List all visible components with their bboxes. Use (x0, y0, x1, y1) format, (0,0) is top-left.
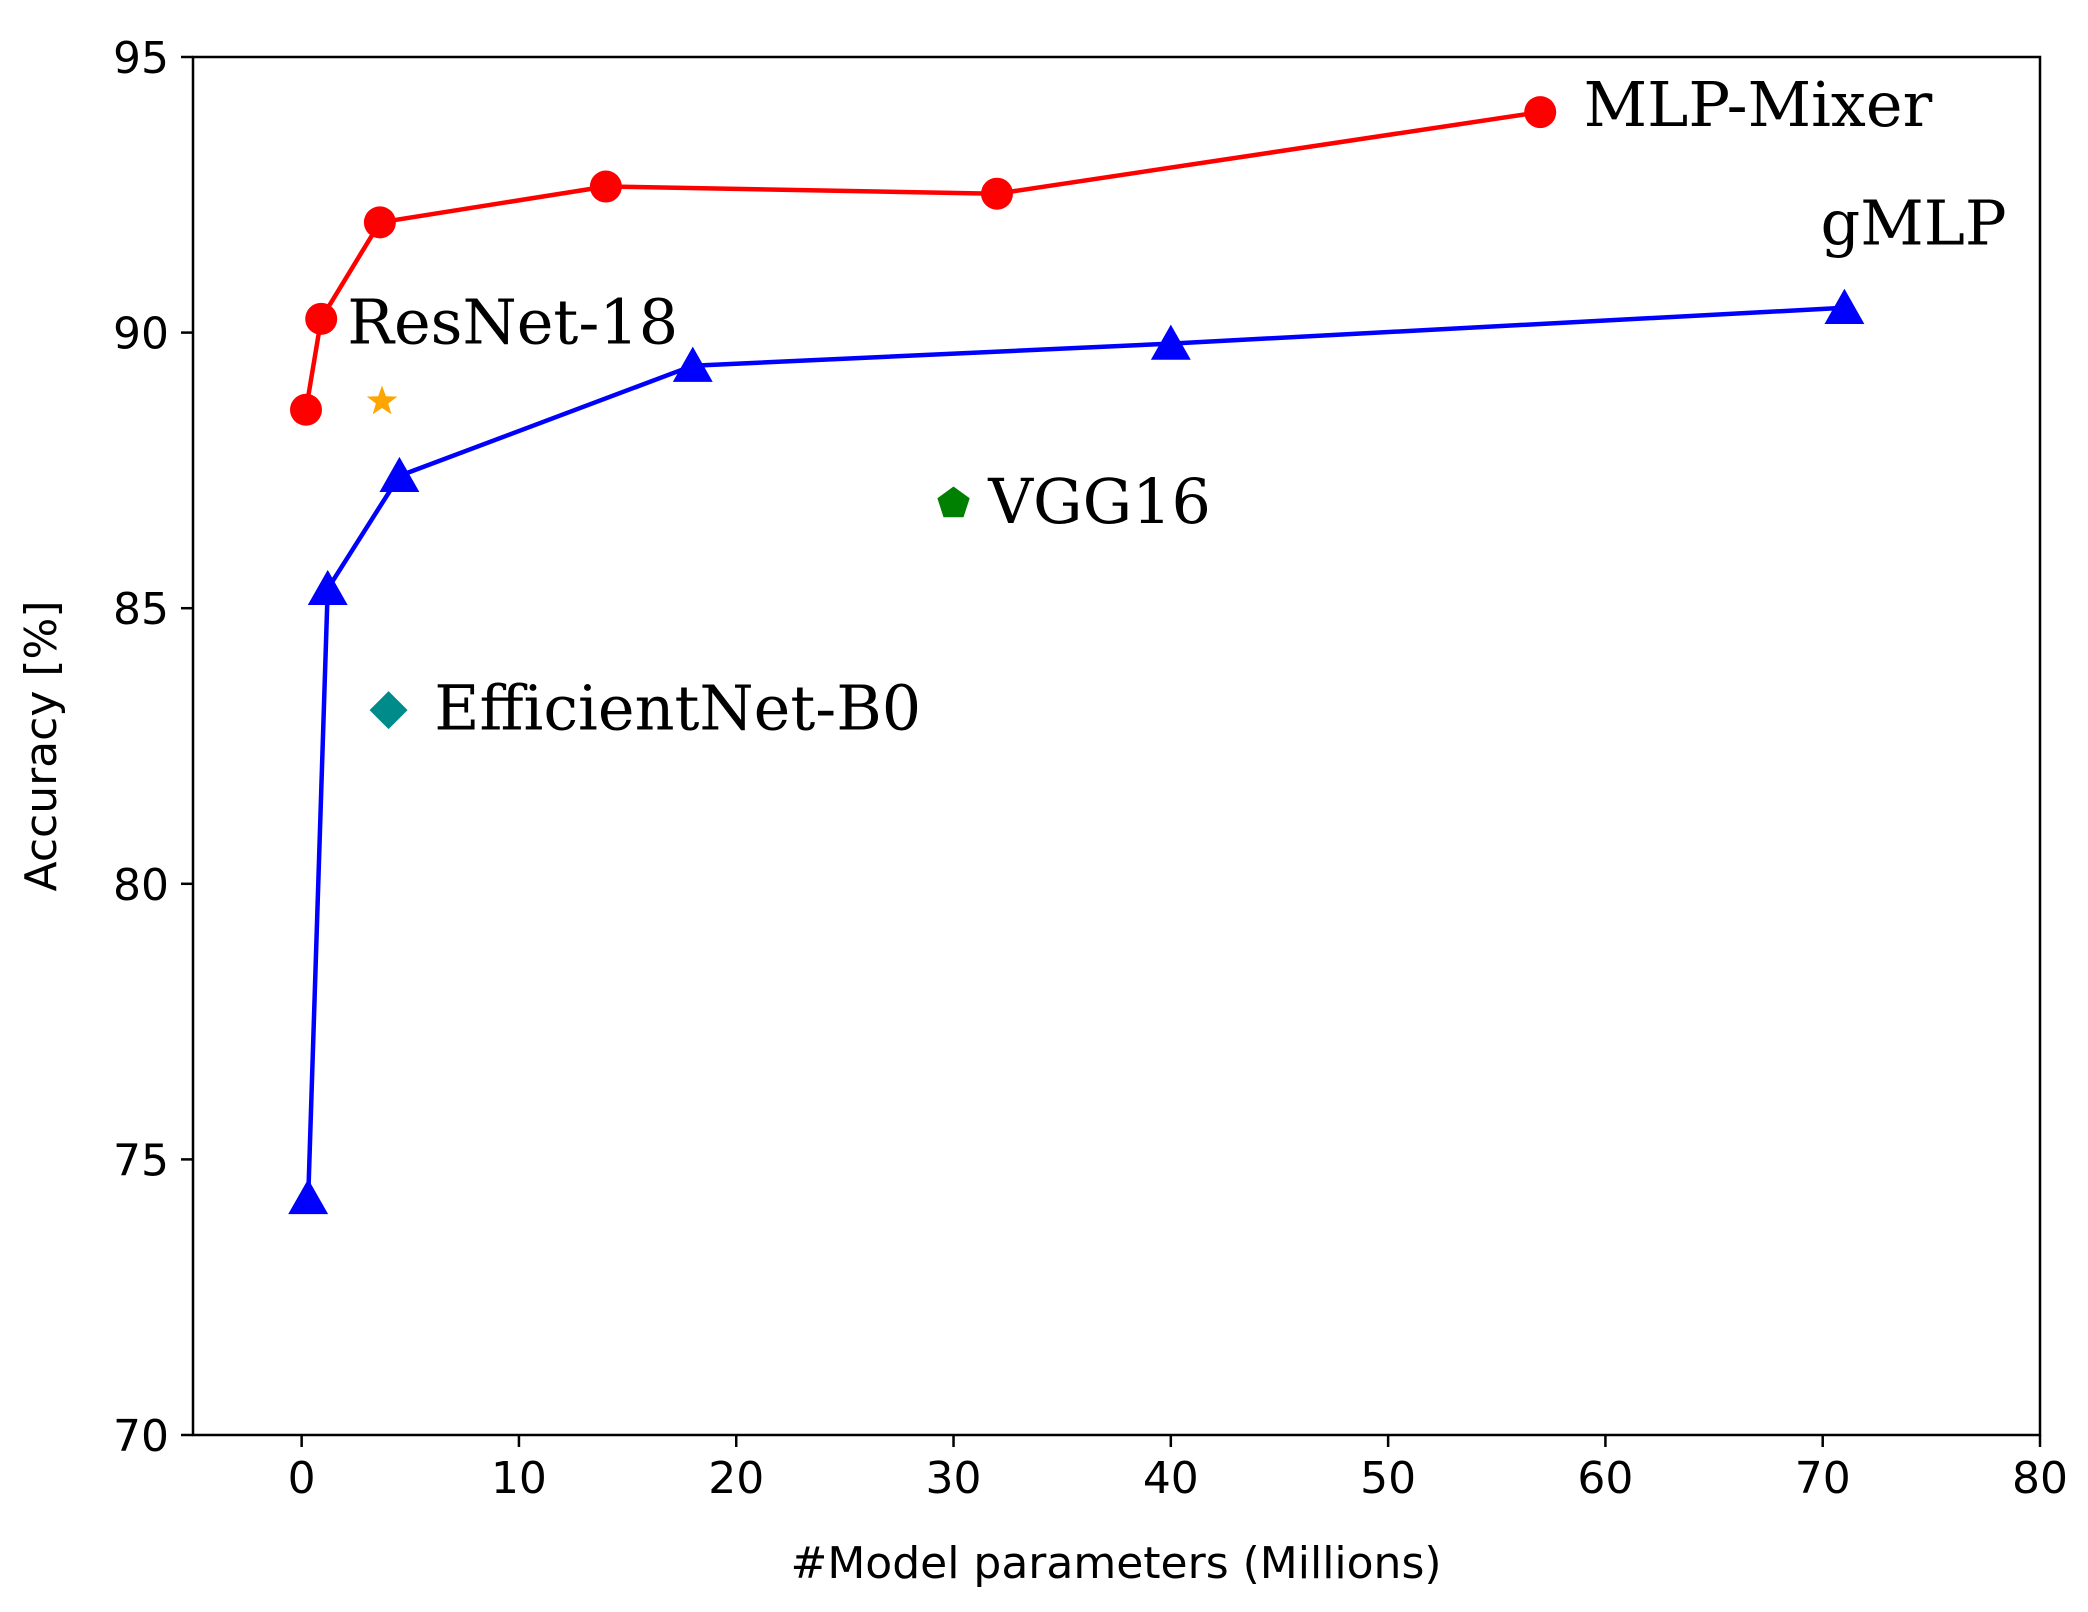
mlp-mixer-line (303, 109, 1541, 411)
gmlp-point (288, 1178, 329, 1215)
resnet-18-point (366, 385, 398, 415)
mlp-mixer-point (980, 177, 1013, 210)
gmlp-point (307, 569, 348, 606)
x-axis-title: #Model parameters (Millions) (790, 1538, 1441, 1589)
x-tick-label: 10 (491, 1453, 547, 1504)
x-tick-label: 60 (1577, 1453, 1633, 1504)
y-tick-label: 90 (113, 309, 169, 360)
series-vgg16 (937, 486, 970, 518)
gmlp-point (379, 456, 420, 493)
x-tick-label: 40 (1143, 1453, 1199, 1504)
gmlp-point (672, 346, 713, 382)
label-mlp-mixer: MLP-Mixer (1584, 68, 1933, 141)
plot-frame (191, 55, 2042, 1437)
efficientnet-b0-point (369, 691, 408, 730)
mlp-mixer-point (363, 206, 396, 239)
gmlp-point (1150, 324, 1191, 360)
series-efficientnet-b0 (369, 691, 408, 730)
x-tick-label: 70 (1795, 1453, 1851, 1504)
y-tick-label: 80 (113, 860, 169, 911)
y-tick-label: 70 (113, 1411, 169, 1462)
y-tick-label: 85 (113, 584, 169, 635)
mlp-mixer-point (305, 302, 338, 335)
series-resnet-18 (366, 385, 398, 415)
x-tick-label: 80 (2012, 1453, 2068, 1504)
series-mlp-mixer (289, 96, 1557, 426)
mlp-mixer-point (289, 393, 322, 426)
gmlp-line (305, 305, 1845, 1199)
series-layer (288, 96, 1865, 1215)
y-tick-label: 75 (113, 1135, 169, 1186)
series-gmlp (288, 288, 1865, 1215)
y-tick-label: 95 (113, 33, 169, 84)
x-tick-label: 50 (1360, 1453, 1416, 1504)
x-tick-label: 20 (708, 1453, 764, 1504)
vgg16-point (937, 486, 970, 518)
annotation-layer: MLP-Mixer gMLP ResNet-18 VGG16 EfficientNet-… (347, 68, 2006, 745)
gmlp-point (1824, 288, 1865, 324)
x-tick-label: 0 (288, 1453, 316, 1504)
label-gmlp: gMLP (1821, 186, 2007, 259)
label-resnet-18: ResNet-18 (347, 286, 678, 359)
label-efficientnet-b0: EfficientNet-B0 (434, 671, 921, 744)
x-tick-label: 30 (926, 1453, 982, 1504)
label-vgg16: VGG16 (987, 465, 1211, 538)
y-axis-title: Accuracy [%] (16, 600, 67, 891)
mlp-mixer-point (589, 170, 622, 203)
axis-ticks: 0 10 20 30 40 50 60 70 80 70 75 80 85 90 95 (113, 33, 2068, 1504)
mlp-mixer-point (1524, 96, 1557, 129)
